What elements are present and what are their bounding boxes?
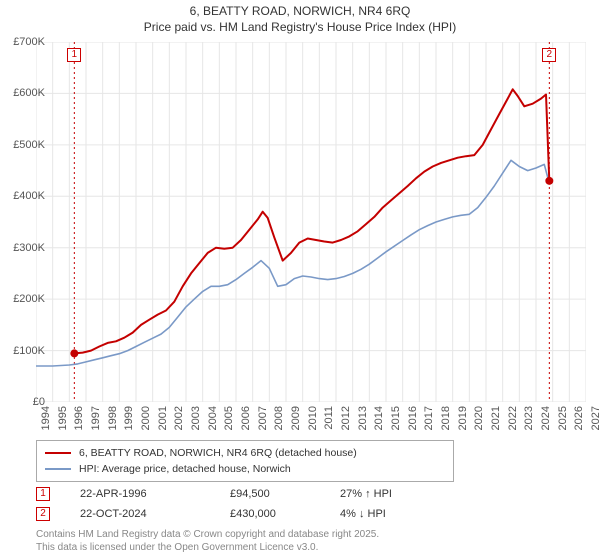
x-tick-label: 2023 bbox=[523, 406, 535, 430]
x-tick-label: 2008 bbox=[273, 406, 285, 430]
x-tick-label: 2012 bbox=[340, 406, 352, 430]
data-row-1: 1 22-APR-1996 £94,500 27% ↑ HPI bbox=[36, 484, 576, 504]
x-tick-label: 2015 bbox=[390, 406, 402, 430]
legend-swatch-blue bbox=[45, 468, 71, 470]
title-line-1: 6, BEATTY ROAD, NORWICH, NR4 6RQ bbox=[0, 4, 600, 20]
x-tick-label: 2018 bbox=[440, 406, 452, 430]
x-tick-label: 2019 bbox=[457, 406, 469, 430]
legend-row-red: 6, BEATTY ROAD, NORWICH, NR4 6RQ (detach… bbox=[45, 445, 445, 461]
legend-label-blue: HPI: Average price, detached house, Norw… bbox=[79, 463, 291, 475]
data-row-marker-2: 2 bbox=[36, 507, 50, 521]
chart-marker-box: 2 bbox=[542, 48, 556, 62]
chart-marker-box: 1 bbox=[67, 48, 81, 62]
legend-label-red: 6, BEATTY ROAD, NORWICH, NR4 6RQ (detach… bbox=[79, 447, 357, 459]
x-tick-label: 2014 bbox=[373, 406, 385, 430]
x-tick-label: 2001 bbox=[157, 406, 169, 430]
x-tick-label: 2004 bbox=[207, 406, 219, 430]
x-tick-label: 2017 bbox=[423, 406, 435, 430]
x-tick-label: 2013 bbox=[357, 406, 369, 430]
x-tick-label: 2020 bbox=[473, 406, 485, 430]
x-tick-label: 1995 bbox=[57, 406, 69, 430]
x-tick-label: 2021 bbox=[490, 406, 502, 430]
x-tick-label: 2024 bbox=[540, 406, 552, 430]
data-row-pct-1: 27% ↑ HPI bbox=[340, 488, 450, 500]
x-tick-label: 1997 bbox=[90, 406, 102, 430]
x-tick-label: 1994 bbox=[40, 406, 52, 430]
x-tick-label: 1998 bbox=[107, 406, 119, 430]
title-line-2: Price paid vs. HM Land Registry's House … bbox=[0, 20, 600, 36]
x-tick-label: 2027 bbox=[590, 406, 600, 430]
data-row-price-1: £94,500 bbox=[230, 488, 340, 500]
x-tick-label: 2026 bbox=[573, 406, 585, 430]
data-row-date-1: 22-APR-1996 bbox=[80, 488, 230, 500]
legend: 6, BEATTY ROAD, NORWICH, NR4 6RQ (detach… bbox=[36, 440, 454, 482]
x-tick-label: 2007 bbox=[257, 406, 269, 430]
x-tick-label: 2000 bbox=[140, 406, 152, 430]
footer-attribution: Contains HM Land Registry data © Crown c… bbox=[36, 529, 379, 554]
data-row-2: 2 22-OCT-2024 £430,000 4% ↓ HPI bbox=[36, 504, 576, 524]
chart-container: 6, BEATTY ROAD, NORWICH, NR4 6RQ Price p… bbox=[0, 0, 600, 560]
y-tick-label: £700K bbox=[13, 36, 45, 48]
price-data-rows: 1 22-APR-1996 £94,500 27% ↑ HPI 2 22-OCT… bbox=[36, 484, 576, 524]
chart-plot-area bbox=[36, 42, 586, 402]
x-tick-label: 1999 bbox=[123, 406, 135, 430]
x-tick-label: 2011 bbox=[323, 406, 335, 430]
x-tick-label: 2005 bbox=[223, 406, 235, 430]
x-tick-label: 1996 bbox=[73, 406, 85, 430]
y-tick-label: £600K bbox=[13, 87, 45, 99]
data-row-price-2: £430,000 bbox=[230, 508, 340, 520]
x-tick-label: 2010 bbox=[307, 406, 319, 430]
x-tick-label: 2022 bbox=[507, 406, 519, 430]
legend-row-blue: HPI: Average price, detached house, Norw… bbox=[45, 461, 445, 477]
x-tick-label: 2009 bbox=[290, 406, 302, 430]
x-tick-label: 2002 bbox=[173, 406, 185, 430]
y-tick-label: £200K bbox=[13, 293, 45, 305]
y-tick-label: £300K bbox=[13, 242, 45, 254]
chart-svg bbox=[36, 42, 586, 402]
footer-line-2: This data is licensed under the Open Gov… bbox=[36, 542, 379, 555]
title-block: 6, BEATTY ROAD, NORWICH, NR4 6RQ Price p… bbox=[0, 0, 600, 35]
x-tick-label: 2006 bbox=[240, 406, 252, 430]
y-tick-label: £400K bbox=[13, 190, 45, 202]
x-tick-label: 2025 bbox=[557, 406, 569, 430]
x-tick-label: 2016 bbox=[407, 406, 419, 430]
legend-swatch-red bbox=[45, 452, 71, 454]
data-row-date-2: 22-OCT-2024 bbox=[80, 508, 230, 520]
footer-line-1: Contains HM Land Registry data © Crown c… bbox=[36, 529, 379, 542]
y-tick-label: £100K bbox=[13, 345, 45, 357]
data-row-pct-2: 4% ↓ HPI bbox=[340, 508, 450, 520]
x-tick-label: 2003 bbox=[190, 406, 202, 430]
y-tick-label: £500K bbox=[13, 139, 45, 151]
data-row-marker-1: 1 bbox=[36, 487, 50, 501]
